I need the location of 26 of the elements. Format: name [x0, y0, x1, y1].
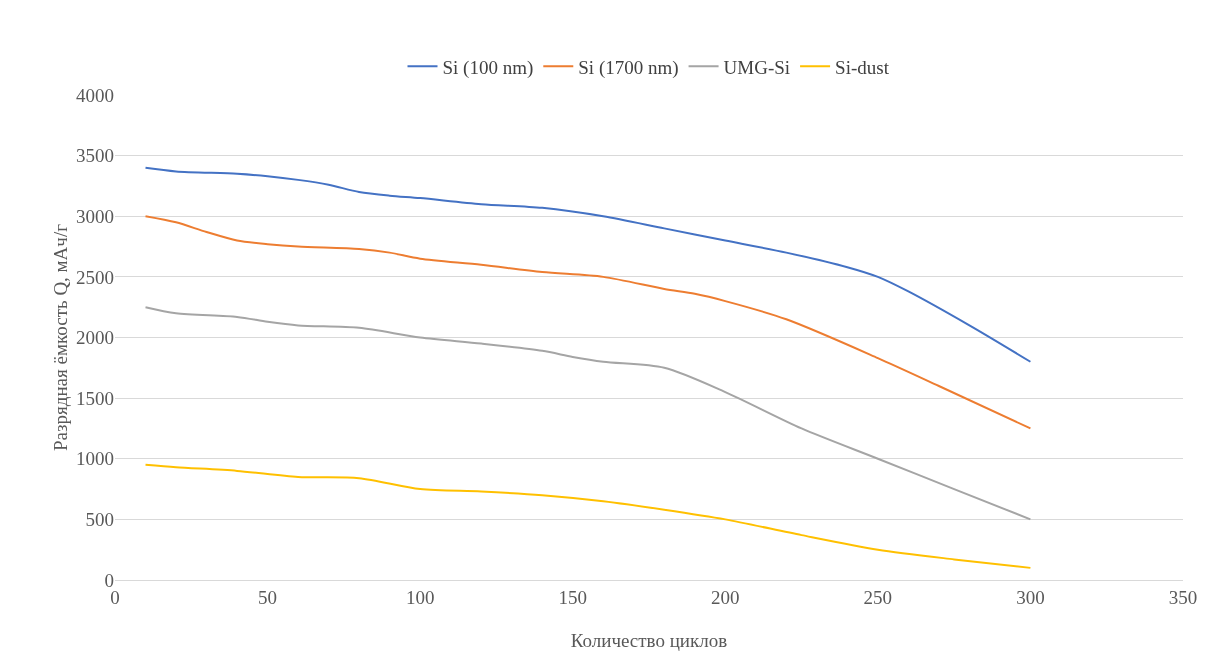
line-series [144, 215, 1032, 430]
y-tick-label: 1500 [76, 387, 114, 409]
x-tick-label: 350 [1168, 586, 1198, 608]
x-tick-label: 100 [405, 586, 435, 608]
y-tick-label: 4000 [76, 84, 114, 106]
y-tick-label: 1000 [76, 448, 114, 470]
y-axis-title: Разрядная ёмкость Q, мАч/г [50, 223, 71, 451]
legend-label: Si (1700 nm) [578, 56, 679, 79]
x-tick-label: 150 [558, 586, 587, 608]
y-tick-label: 0 [104, 569, 114, 591]
line-series [144, 463, 1032, 569]
line-series [144, 306, 1032, 521]
y-tick-label: 3500 [76, 145, 114, 167]
y-tick-label: 2000 [76, 327, 114, 349]
x-tick-label: 300 [1016, 586, 1045, 608]
x-tick-label: 250 [863, 586, 893, 608]
x-tick-label: 50 [258, 586, 278, 608]
y-tick-label: 500 [85, 509, 114, 531]
legend-label: UMG-Si [723, 56, 791, 78]
legend-label: Si-dust [835, 56, 890, 78]
y-tick-label: 2500 [76, 266, 114, 288]
x-tick-label: 200 [711, 586, 740, 608]
x-axis-title: Количество циклов [570, 630, 728, 651]
line-series [144, 166, 1032, 363]
y-tick-label: 3000 [76, 205, 114, 227]
legend-label: Si (100 nm) [442, 56, 534, 79]
